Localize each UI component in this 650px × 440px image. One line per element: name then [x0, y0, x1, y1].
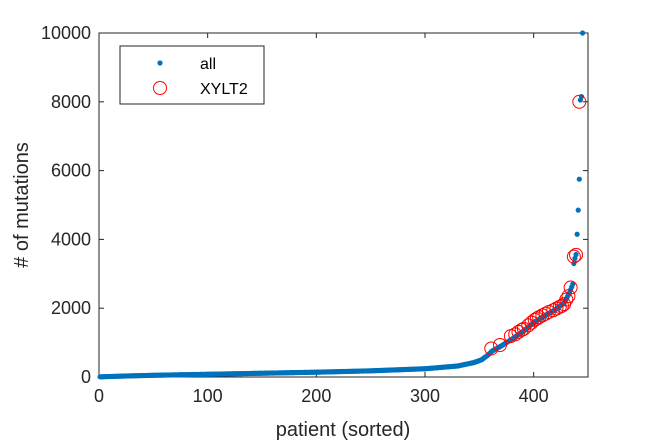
- data-point-xylt2: [484, 341, 499, 356]
- data-point-all: [574, 231, 580, 237]
- y-tick-label: 4000: [51, 229, 91, 249]
- data-point-xylt2: [566, 249, 581, 264]
- data-point-xylt2: [527, 312, 542, 327]
- legend-label-xylt2: XYLT2: [200, 81, 248, 98]
- series-xylt2: [484, 94, 587, 356]
- data-point-all: [573, 251, 579, 258]
- y-axis: 0 2000 4000 6000 8000 10000: [41, 23, 588, 387]
- x-tick-label: 400: [519, 386, 549, 406]
- y-tick-label: 6000: [51, 161, 91, 181]
- data-point-xylt2: [492, 338, 507, 353]
- data-point-xylt2: [572, 94, 587, 109]
- x-axis-label: patient (sorted): [276, 419, 411, 440]
- x-tick-label: 0: [94, 386, 104, 406]
- data-point-all: [576, 176, 582, 182]
- y-tick-label: 10000: [41, 23, 91, 43]
- y-tick-label: 2000: [51, 298, 91, 318]
- data-point-all: [570, 281, 576, 287]
- data-point-xylt2: [559, 292, 574, 307]
- x-tick-label: 200: [301, 386, 331, 406]
- data-point-all: [579, 30, 586, 36]
- series-all: [97, 30, 586, 380]
- x-tick-label: 100: [193, 386, 223, 406]
- data-point-xylt2: [563, 280, 578, 295]
- legend-label-all: all: [200, 56, 216, 73]
- y-axis-label: # of mutations: [11, 142, 33, 268]
- legend: all XYLT2: [119, 45, 265, 105]
- legend-marker-xylt2: [153, 81, 167, 95]
- data-point-xylt2: [561, 289, 576, 304]
- data-point-xylt2: [569, 247, 584, 262]
- legend-marker-all: [157, 60, 163, 66]
- legend-box: [119, 45, 265, 105]
- data-point-xylt2: [546, 303, 561, 318]
- x-axis: 0 100 200 300 400: [94, 33, 549, 406]
- y-tick-label: 0: [81, 367, 91, 387]
- data-point-xylt2: [524, 315, 539, 330]
- x-tick-label: 300: [410, 386, 440, 406]
- y-tick-label: 8000: [51, 92, 91, 112]
- data-point-all: [575, 207, 581, 213]
